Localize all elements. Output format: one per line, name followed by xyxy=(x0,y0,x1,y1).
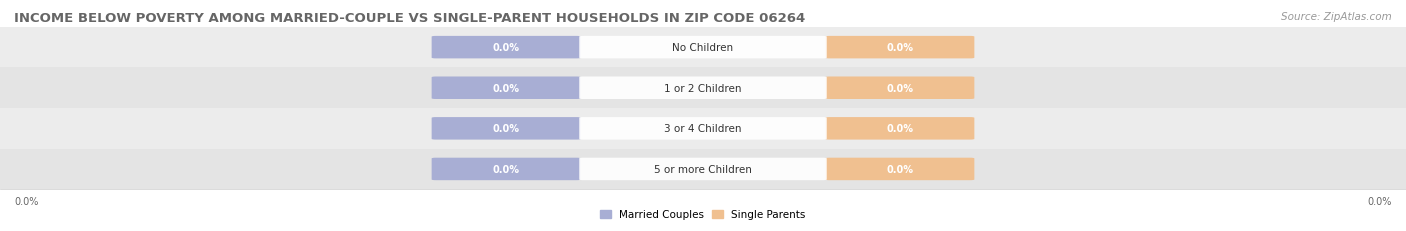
Text: 0.0%: 0.0% xyxy=(886,124,914,134)
Bar xyxy=(0,28,1406,68)
Text: Source: ZipAtlas.com: Source: ZipAtlas.com xyxy=(1281,12,1392,21)
Text: 0.0%: 0.0% xyxy=(886,83,914,93)
Bar xyxy=(0,68,1406,109)
FancyBboxPatch shape xyxy=(432,37,581,59)
Text: 0.0%: 0.0% xyxy=(14,196,38,206)
FancyBboxPatch shape xyxy=(579,118,827,140)
Text: 0.0%: 0.0% xyxy=(886,164,914,174)
Text: 0.0%: 0.0% xyxy=(492,43,520,53)
FancyBboxPatch shape xyxy=(579,77,827,100)
Text: 5 or more Children: 5 or more Children xyxy=(654,164,752,174)
Bar xyxy=(0,149,1406,189)
FancyBboxPatch shape xyxy=(825,118,974,140)
FancyBboxPatch shape xyxy=(825,158,974,180)
Text: 0.0%: 0.0% xyxy=(1368,196,1392,206)
FancyBboxPatch shape xyxy=(825,77,974,100)
Bar xyxy=(0,109,1406,149)
FancyBboxPatch shape xyxy=(432,118,581,140)
Text: 1 or 2 Children: 1 or 2 Children xyxy=(664,83,742,93)
Text: 0.0%: 0.0% xyxy=(492,124,520,134)
FancyBboxPatch shape xyxy=(579,158,827,180)
FancyBboxPatch shape xyxy=(579,37,827,59)
FancyBboxPatch shape xyxy=(432,158,581,180)
Text: No Children: No Children xyxy=(672,43,734,53)
Text: 0.0%: 0.0% xyxy=(886,43,914,53)
Text: 3 or 4 Children: 3 or 4 Children xyxy=(664,124,742,134)
Text: 0.0%: 0.0% xyxy=(492,164,520,174)
FancyBboxPatch shape xyxy=(825,37,974,59)
FancyBboxPatch shape xyxy=(432,77,581,100)
Legend: Married Couples, Single Parents: Married Couples, Single Parents xyxy=(596,205,810,224)
Text: INCOME BELOW POVERTY AMONG MARRIED-COUPLE VS SINGLE-PARENT HOUSEHOLDS IN ZIP COD: INCOME BELOW POVERTY AMONG MARRIED-COUPL… xyxy=(14,12,806,24)
Text: 0.0%: 0.0% xyxy=(492,83,520,93)
